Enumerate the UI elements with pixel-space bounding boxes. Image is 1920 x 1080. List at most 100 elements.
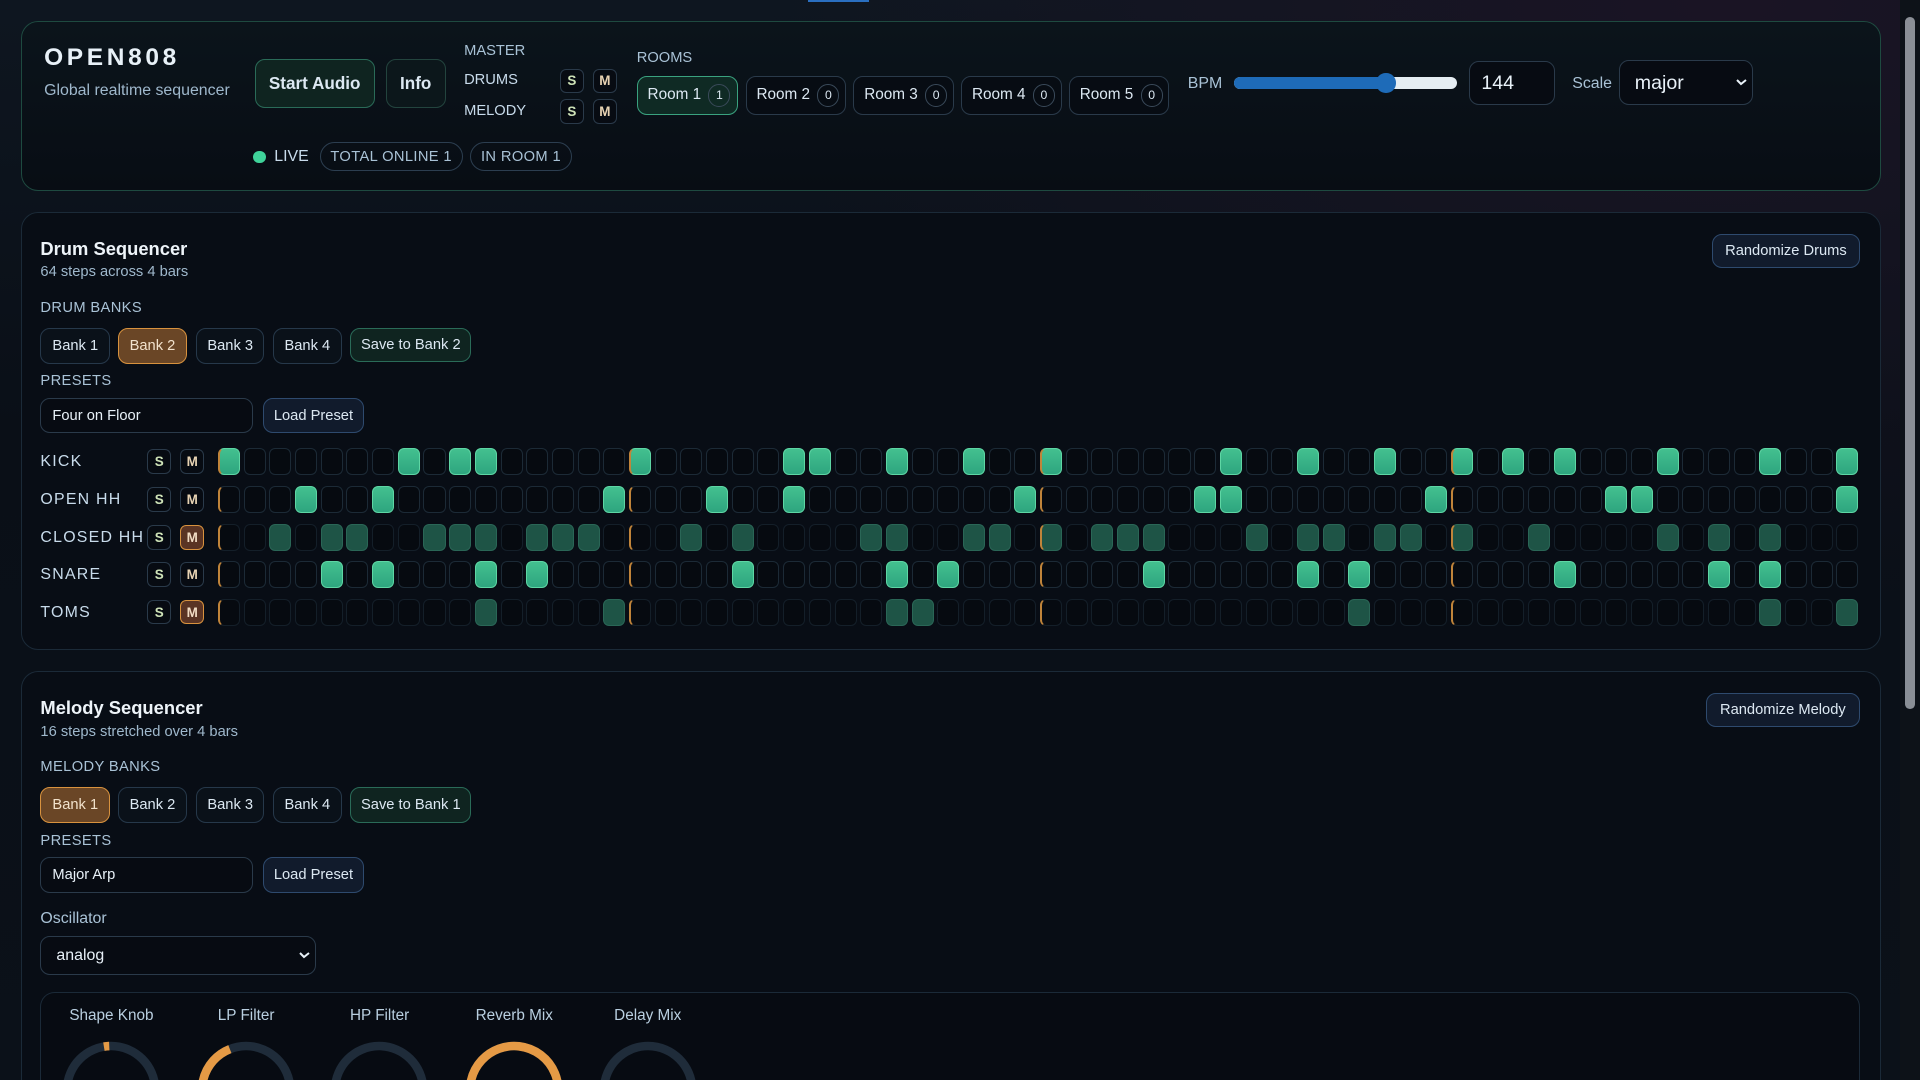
step-cell[interactable] — [551, 598, 574, 626]
step-cell[interactable] — [937, 524, 960, 552]
step-cell[interactable] — [603, 524, 626, 552]
step-cell[interactable] — [1296, 560, 1319, 588]
step-cell[interactable] — [1528, 524, 1551, 552]
step-cell[interactable] — [346, 448, 369, 476]
info-button[interactable]: Info — [385, 58, 446, 108]
step-cell[interactable] — [834, 524, 857, 552]
step-cell[interactable] — [1553, 448, 1576, 476]
step-cell[interactable] — [346, 486, 369, 514]
step-cell[interactable] — [1040, 524, 1063, 552]
step-cell[interactable] — [1014, 524, 1037, 552]
step-cell[interactable] — [500, 524, 523, 552]
step-cell[interactable] — [911, 486, 934, 514]
step-cell[interactable] — [295, 448, 318, 476]
step-cell[interactable] — [295, 486, 318, 514]
step-cell[interactable] — [1065, 486, 1088, 514]
step-cell[interactable] — [500, 560, 523, 588]
step-cell[interactable] — [372, 524, 395, 552]
step-cell[interactable] — [1733, 486, 1756, 514]
step-cell[interactable] — [320, 560, 343, 588]
step-cell[interactable] — [1271, 486, 1294, 514]
randomize-drums-button[interactable]: Randomize Drums — [1711, 233, 1860, 269]
step-cell[interactable] — [1014, 598, 1037, 626]
step-cell[interactable] — [1194, 448, 1217, 476]
step-cell[interactable] — [1245, 598, 1268, 626]
drum-preset-input[interactable] — [40, 397, 254, 434]
step-cell[interactable] — [1348, 486, 1371, 514]
step-cell[interactable] — [1065, 598, 1088, 626]
step-cell[interactable] — [1707, 524, 1730, 552]
step-cell[interactable] — [1245, 448, 1268, 476]
step-cell[interactable] — [1656, 448, 1679, 476]
step-cell[interactable] — [1425, 598, 1448, 626]
step-cell[interactable] — [1682, 598, 1705, 626]
step-cell[interactable] — [1040, 448, 1063, 476]
knob-shape-knob[interactable] — [56, 1035, 166, 1080]
step-cell[interactable] — [1476, 448, 1499, 476]
step-cell[interactable] — [577, 598, 600, 626]
step-cell[interactable] — [1271, 560, 1294, 588]
step-cell[interactable] — [449, 486, 472, 514]
step-cell[interactable] — [603, 448, 626, 476]
step-cell[interactable] — [1425, 524, 1448, 552]
step-cell[interactable] — [783, 448, 806, 476]
step-cell[interactable] — [1142, 560, 1165, 588]
step-cell[interactable] — [603, 560, 626, 588]
step-cell[interactable] — [1271, 598, 1294, 626]
step-cell[interactable] — [1605, 598, 1628, 626]
step-cell[interactable] — [1399, 486, 1422, 514]
step-cell[interactable] — [962, 560, 985, 588]
step-cell[interactable] — [397, 598, 420, 626]
step-cell[interactable] — [1528, 560, 1551, 588]
step-cell[interactable] — [217, 486, 240, 514]
step-cell[interactable] — [449, 560, 472, 588]
step-cell[interactable] — [885, 524, 908, 552]
step-cell[interactable] — [577, 524, 600, 552]
step-cell[interactable] — [449, 524, 472, 552]
step-cell[interactable] — [217, 560, 240, 588]
step-cell[interactable] — [1836, 598, 1859, 626]
step-cell[interactable] — [423, 560, 446, 588]
step-cell[interactable] — [757, 486, 780, 514]
step-cell[interactable] — [320, 598, 343, 626]
drum-bank-3-button[interactable]: Bank 3 — [195, 328, 265, 364]
step-cell[interactable] — [885, 560, 908, 588]
step-cell[interactable] — [654, 448, 677, 476]
drum-bank-1-button[interactable]: Bank 1 — [40, 328, 111, 364]
step-cell[interactable] — [1502, 486, 1525, 514]
step-cell[interactable] — [680, 448, 703, 476]
step-cell[interactable] — [1528, 598, 1551, 626]
melody-mute-button[interactable]: M — [592, 99, 618, 124]
step-cell[interactable] — [1348, 448, 1371, 476]
step-cell[interactable] — [397, 560, 420, 588]
step-cell[interactable] — [808, 598, 831, 626]
step-cell[interactable] — [1630, 560, 1653, 588]
step-cell[interactable] — [783, 524, 806, 552]
step-cell[interactable] — [1322, 448, 1345, 476]
step-cell[interactable] — [680, 486, 703, 514]
step-cell[interactable] — [1579, 448, 1602, 476]
step-cell[interactable] — [1219, 598, 1242, 626]
step-cell[interactable] — [1810, 524, 1833, 552]
step-cell[interactable] — [1810, 448, 1833, 476]
step-cell[interactable] — [706, 486, 729, 514]
melody-preset-input[interactable] — [40, 857, 254, 893]
step-cell[interactable] — [1040, 486, 1063, 514]
step-cell[interactable] — [1476, 560, 1499, 588]
step-cell[interactable] — [474, 448, 497, 476]
step-cell[interactable] — [654, 560, 677, 588]
step-cell[interactable] — [217, 598, 240, 626]
step-cell[interactable] — [911, 560, 934, 588]
step-cell[interactable] — [1091, 524, 1114, 552]
step-cell[interactable] — [526, 560, 549, 588]
step-cell[interactable] — [1322, 598, 1345, 626]
step-cell[interactable] — [423, 486, 446, 514]
step-cell[interactable] — [937, 448, 960, 476]
step-cell[interactable] — [1451, 486, 1474, 514]
step-cell[interactable] — [1322, 486, 1345, 514]
step-cell[interactable] — [526, 524, 549, 552]
step-cell[interactable] — [757, 598, 780, 626]
step-cell[interactable] — [706, 598, 729, 626]
track-solo-button[interactable]: S — [146, 562, 172, 587]
step-cell[interactable] — [1348, 598, 1371, 626]
